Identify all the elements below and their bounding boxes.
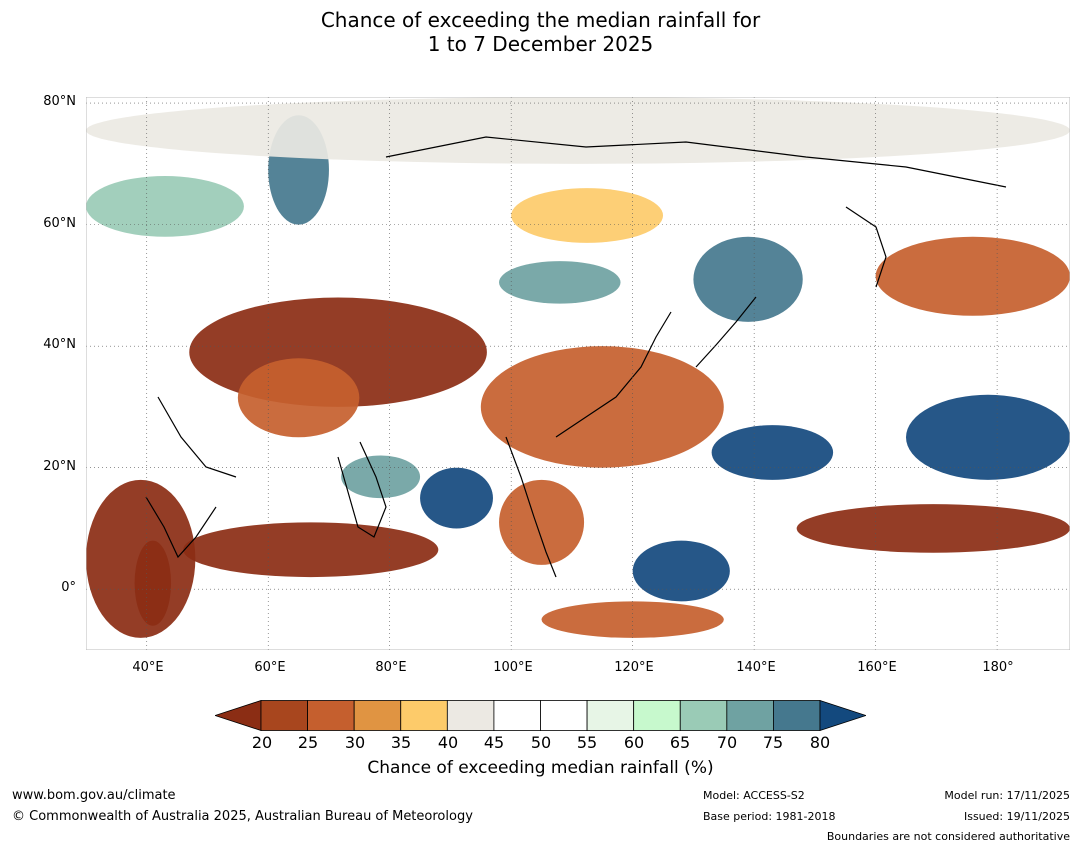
lon-label-40e: 40°E: [132, 660, 164, 675]
region-indonesia-dry: [541, 601, 724, 638]
lon-label-160e: 160°E: [857, 660, 897, 675]
coastline-arabia: [157, 396, 237, 478]
colorbar-tick-30: 30: [344, 733, 366, 752]
region-mongolia-wet: [499, 261, 621, 304]
colorbar-segment-65-70: [679, 700, 728, 731]
region-indochina-dry: [499, 479, 585, 565]
coastline-japan: [695, 296, 757, 368]
region-arabian-sea-dry: [183, 522, 439, 578]
colorbar-tick-35: 35: [390, 733, 412, 752]
coastline-siberia: [385, 136, 1007, 188]
region-north-pacific-wet: [906, 394, 1070, 480]
lat-label-20n: 20°N: [43, 459, 76, 474]
lon-label-100e: 100°E: [493, 660, 533, 675]
model-text: Model: ACCESS-S2: [703, 789, 805, 802]
issued-text: Issued: 19/11/2025: [963, 810, 1070, 823]
website-text: www.bom.gov.au/climate: [12, 788, 176, 803]
colorbar-segment-45-50: [493, 700, 541, 731]
lon-label-180: 180°: [982, 660, 1014, 675]
coastline-africa: [145, 496, 217, 559]
colorbar-tick-75: 75: [762, 733, 784, 752]
chart-title-line2: 1 to 7 December 2025: [427, 32, 654, 56]
region-borneo-sea-wet: [632, 540, 730, 602]
colorbar-segment-60-65: [633, 700, 681, 731]
region-east-africa-dry: [134, 540, 172, 626]
region-scandinavia-wet: [86, 176, 244, 237]
colorbar-segment-50-55: [540, 700, 588, 731]
colorbar-tick-40: 40: [437, 733, 459, 752]
colorbar-segment-70-75: [726, 700, 774, 731]
coastline-kamchatka: [845, 206, 887, 288]
coastline-southeast-asia: [505, 436, 557, 578]
colorbar-tick-55: 55: [576, 733, 598, 752]
map-gridlines: [86, 97, 1070, 650]
colorbar-tick-20: 20: [251, 733, 273, 752]
region-philippine-sea-wet: [711, 425, 834, 480]
colorbar-segment-40-45: [446, 700, 495, 731]
base-period-text: Base period: 1981-2018: [703, 810, 836, 823]
lon-label-60e: 60°E: [254, 660, 286, 675]
coastlines: [145, 136, 1007, 578]
region-tibet-china-dry: [480, 346, 724, 468]
lon-label-140e: 140°E: [736, 660, 776, 675]
colorbar-segment-25-30: [307, 700, 355, 731]
region-manchuria-wet: [693, 236, 803, 322]
disclaimer-text: Boundaries are not considered authoritat…: [826, 830, 1070, 843]
colorbar-tick-60: 60: [623, 733, 645, 752]
colorbar-segments: [215, 700, 866, 731]
colorbar-extend-high: [819, 700, 866, 731]
lat-label-60n: 60°N: [43, 216, 76, 231]
copyright-text: © Commonwealth of Australia 2025, Austra…: [12, 809, 473, 824]
colorbar-tick-80: 80: [809, 733, 831, 752]
colorbar-segment-75-80: [773, 700, 821, 731]
colorbar-tick-25: 25: [297, 733, 319, 752]
lat-label-40n: 40°N: [43, 337, 76, 352]
coastline-china: [555, 311, 672, 438]
lat-label-80n: 80°N: [43, 94, 76, 109]
colorbar-extend-low: [215, 700, 262, 731]
region-kamchatka-dry: [875, 236, 1070, 316]
colorbar-segment-55-60: [586, 700, 635, 731]
region-iran-pakistan-dry: [237, 358, 360, 438]
colorbar-segment-20-25: [260, 700, 308, 731]
colorbar-tick-65: 65: [669, 733, 691, 752]
lat-label-0: 0°: [61, 580, 76, 595]
model-run-text: Model run: 17/11/2025: [944, 789, 1070, 802]
colorbar-label: Chance of exceeding median rainfall (%): [367, 758, 714, 778]
lon-label-80e: 80°E: [375, 660, 407, 675]
region-bay-of-bengal-wet: [420, 467, 493, 529]
colorbar-tick-45: 45: [483, 733, 505, 752]
colorbar-segment-30-35: [353, 700, 402, 731]
region-west-pacific-dry: [796, 504, 1070, 553]
colorbar-tick-50: 50: [530, 733, 552, 752]
colorbar: [215, 700, 866, 731]
colorbar-segment-35-40: [400, 700, 448, 731]
region-polar-neutral: [86, 97, 1070, 164]
coastline-india: [337, 441, 387, 538]
region-siberia-dry: [511, 188, 664, 243]
colorbar-tick-70: 70: [716, 733, 738, 752]
rainfall-probability-map: [86, 97, 1070, 650]
lon-label-120e: 120°E: [614, 660, 654, 675]
chart-title-line1: Chance of exceeding the median rainfall …: [320, 8, 761, 32]
region-india-wet: [341, 455, 421, 499]
